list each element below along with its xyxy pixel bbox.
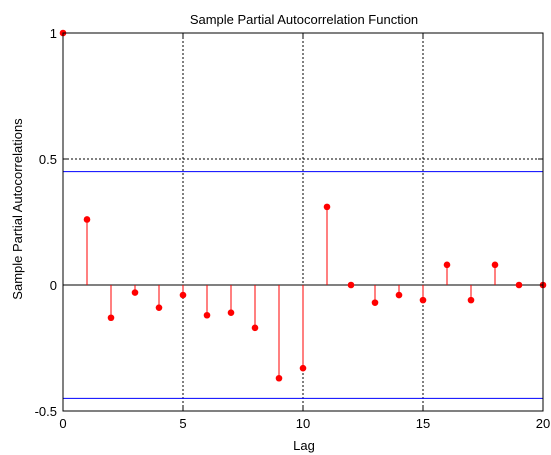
x-axis-label: Lag [293,438,315,453]
stem-marker [179,291,187,299]
stem-marker [131,289,139,296]
y-tick-label: 1 [50,26,57,41]
y-axis-label: Sample Partial Autocorrelations [10,118,25,300]
stem-marker [203,311,211,319]
stem-marker [251,324,259,332]
stem-marker [371,299,379,306]
x-tick-label: 0 [59,416,66,431]
stem-marker [227,309,235,317]
stem-marker [275,374,283,382]
stem-marker [107,314,115,322]
stem-marker [299,364,307,372]
stem-marker [491,261,499,269]
stem-marker [395,291,403,299]
x-tick-label: 15 [416,416,430,431]
stem-marker [467,296,475,304]
x-tick-label: 10 [296,416,310,431]
y-tick-label: 0.5 [39,152,57,167]
stem-marker [83,216,91,223]
y-tick-label: 0 [50,278,57,293]
plot-area: 0 5 10 15 20-0.500.51 [35,26,551,431]
chart-title: Sample Partial Autocorrelation Function [190,12,418,27]
y-tick-label: -0.5 [35,404,57,419]
stem-marker [419,296,427,304]
x-tick-label: 5 [179,416,186,431]
x-tick-label: 20 [536,416,550,431]
stem-marker [155,304,163,311]
stem-marker [323,203,331,211]
stem-marker [443,261,451,269]
stem-marker [347,281,355,289]
stem-marker [515,281,523,289]
